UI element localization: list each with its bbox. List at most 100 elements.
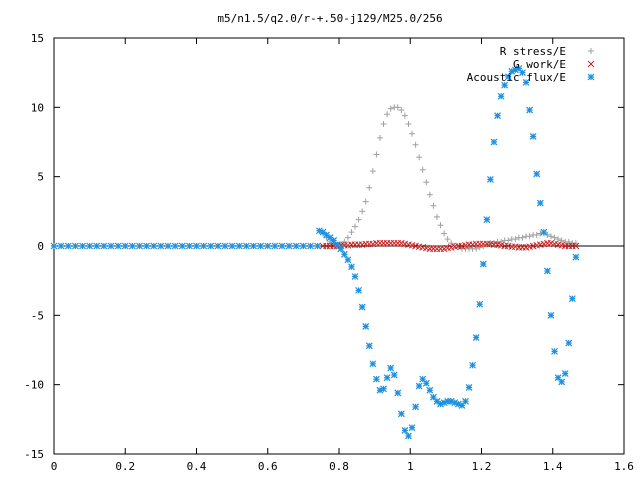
data-point xyxy=(171,242,179,250)
data-point xyxy=(451,399,459,407)
legend-label: Acoustic flux/E xyxy=(467,71,566,84)
data-point xyxy=(547,233,554,240)
data-point xyxy=(50,242,58,250)
data-point xyxy=(57,242,65,250)
data-point xyxy=(551,347,558,355)
data-point xyxy=(93,242,101,250)
data-point xyxy=(419,166,426,173)
series-1 xyxy=(319,239,580,253)
data-point xyxy=(448,240,455,247)
data-point xyxy=(337,245,345,253)
data-point xyxy=(401,427,409,434)
data-point xyxy=(476,300,484,308)
data-point xyxy=(469,361,477,369)
y-tick-label: -5 xyxy=(31,309,44,322)
data-point xyxy=(292,242,300,250)
data-point xyxy=(359,208,366,215)
data-point xyxy=(568,295,576,303)
data-point xyxy=(412,403,420,411)
data-point xyxy=(494,112,501,120)
data-point xyxy=(555,236,562,243)
data-point xyxy=(409,130,416,137)
data-point xyxy=(185,242,193,250)
x-tick-label: 1.4 xyxy=(543,460,563,473)
data-point xyxy=(536,199,544,207)
data-point xyxy=(504,73,512,81)
data-point xyxy=(430,202,437,209)
data-point xyxy=(380,385,387,393)
data-point xyxy=(372,375,380,383)
data-point xyxy=(426,386,434,394)
data-point xyxy=(164,242,172,250)
legend-marker xyxy=(588,48,594,54)
legend-label: G work/E xyxy=(513,58,566,71)
data-point xyxy=(416,154,423,161)
legend-marker xyxy=(587,60,595,68)
series-0 xyxy=(319,104,579,252)
x-tick-label: 1.2 xyxy=(472,460,492,473)
data-point xyxy=(398,107,405,114)
y-tick-label: -10 xyxy=(24,379,44,392)
data-point xyxy=(508,67,516,75)
data-point xyxy=(365,342,373,350)
data-point xyxy=(519,69,526,77)
data-point xyxy=(271,242,279,250)
data-point xyxy=(207,242,215,250)
data-points xyxy=(50,65,580,440)
data-point xyxy=(426,191,433,198)
data-point xyxy=(387,364,395,372)
data-point xyxy=(387,105,394,112)
data-point xyxy=(572,253,580,261)
data-point xyxy=(572,240,579,247)
data-point xyxy=(565,339,573,347)
legend-marker xyxy=(587,73,595,81)
data-point xyxy=(86,242,94,250)
data-point xyxy=(157,242,165,250)
data-point xyxy=(315,227,323,235)
x-tick-label: 0 xyxy=(51,460,58,473)
y-tick-label: 5 xyxy=(37,171,44,184)
data-point xyxy=(505,237,512,244)
data-point xyxy=(369,360,377,368)
data-point xyxy=(544,231,551,238)
data-point xyxy=(128,242,136,250)
axis-ticks: 0 0.2 0.4 0.6 0.8 1 1.2 1.4 1.6 -15 -10 -5 0 5 10 15 xyxy=(24,32,634,473)
data-point xyxy=(340,250,348,258)
data-point xyxy=(533,231,540,238)
data-point xyxy=(150,242,158,250)
data-point xyxy=(136,242,143,250)
data-point xyxy=(235,242,243,250)
data-point xyxy=(433,213,440,220)
data-point xyxy=(358,303,366,311)
data-point xyxy=(394,104,401,111)
data-point xyxy=(529,133,537,140)
data-point xyxy=(362,323,370,330)
data-point xyxy=(565,238,572,245)
data-point xyxy=(498,238,505,245)
data-point xyxy=(114,242,122,250)
data-point xyxy=(437,222,444,229)
data-point xyxy=(405,120,412,127)
data-point xyxy=(486,176,494,183)
data-point xyxy=(228,242,236,250)
data-point xyxy=(64,242,72,250)
data-point xyxy=(355,286,363,294)
data-point xyxy=(519,234,526,241)
data-point xyxy=(100,242,108,250)
data-point xyxy=(473,245,480,252)
data-point xyxy=(512,236,519,243)
data-point xyxy=(558,378,566,386)
data-point xyxy=(242,242,250,250)
data-point xyxy=(348,229,355,236)
data-point xyxy=(352,223,359,230)
data-point xyxy=(278,242,286,250)
data-point xyxy=(412,141,419,148)
data-point xyxy=(462,397,469,405)
data-point xyxy=(264,242,272,250)
data-point xyxy=(178,242,186,250)
y-tick-label: 0 xyxy=(37,240,44,253)
data-point xyxy=(547,311,555,319)
data-point xyxy=(394,389,402,397)
